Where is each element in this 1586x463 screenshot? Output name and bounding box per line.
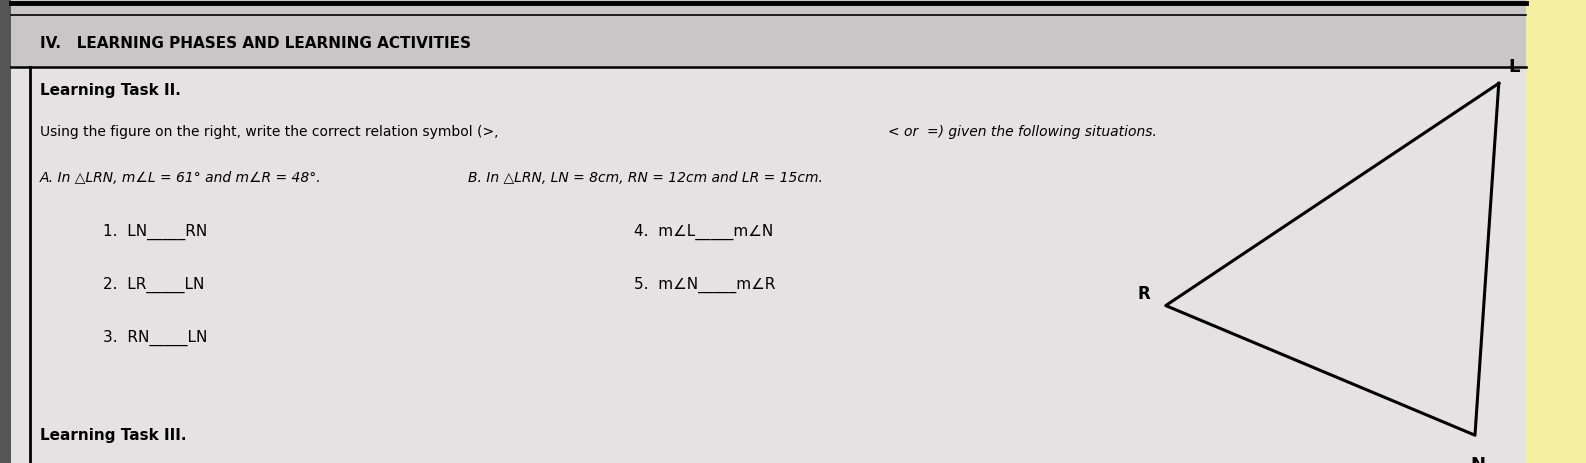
Text: 2.  LR_____LN: 2. LR_____LN (103, 277, 205, 293)
Text: Learning Task II.: Learning Task II. (40, 83, 181, 98)
Text: L: L (1508, 58, 1519, 76)
Bar (0, 0, 11, 463)
Text: N: N (1470, 456, 1486, 463)
Text: IV.   LEARNING PHASES AND LEARNING ACTIVITIES: IV. LEARNING PHASES AND LEARNING ACTIVIT… (40, 37, 471, 51)
Text: 5.  m∠N_____m∠R: 5. m∠N_____m∠R (634, 277, 776, 293)
Bar (11, 0, 1526, 67)
Text: Learning Task III.: Learning Task III. (40, 428, 186, 443)
Text: B. In △LRN, LN = 8cm, RN = 12cm and LR = 15cm.: B. In △LRN, LN = 8cm, RN = 12cm and LR =… (468, 171, 823, 185)
Text: R: R (1137, 285, 1150, 303)
Text: < or  =) given the following situations.: < or =) given the following situations. (888, 125, 1158, 139)
Text: 3.  RN_____LN: 3. RN_____LN (103, 330, 208, 346)
Text: 4.  m∠L_____m∠N: 4. m∠L_____m∠N (634, 224, 774, 239)
Bar (1526, 0, 1586, 463)
Text: A. In △LRN, m∠L = 61° and m∠R = 48°.: A. In △LRN, m∠L = 61° and m∠R = 48°. (40, 171, 322, 185)
Text: Using the figure on the right, write the correct relation symbol (>,: Using the figure on the right, write the… (40, 125, 503, 139)
Text: 1.  LN_____RN: 1. LN_____RN (103, 224, 208, 239)
